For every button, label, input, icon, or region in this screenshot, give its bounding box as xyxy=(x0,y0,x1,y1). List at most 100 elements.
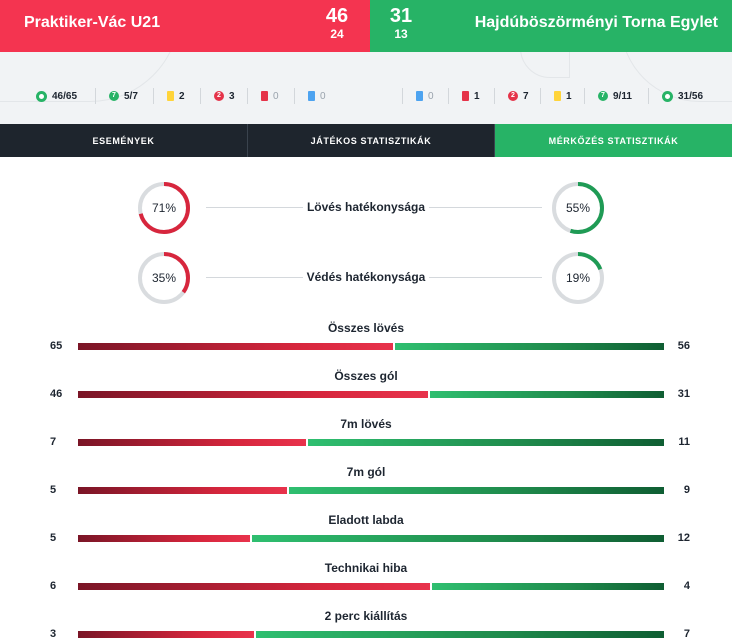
stat-bar xyxy=(78,535,664,542)
stat-title: 7m lövés xyxy=(340,417,392,431)
red-card-icon xyxy=(261,91,268,101)
efficiency-row: Lövés hatékonysága 71% 55% xyxy=(0,180,732,236)
summary-value: 5/7 xyxy=(124,90,138,102)
summary-divider xyxy=(200,88,201,104)
stat-title: 7m gól xyxy=(346,465,386,479)
stat-bar-away-segment xyxy=(308,439,664,446)
stat-row: 2 perc kiállítás 3 7 xyxy=(0,609,732,640)
home-team-name[interactable]: Praktiker-Vác U21 xyxy=(24,14,161,31)
stat-title: Technikai hiba xyxy=(324,561,408,575)
stat-row: 7m gól 5 9 xyxy=(0,465,732,505)
ring-percent-label: 71% xyxy=(151,201,177,215)
tab-match-stats[interactable]: MÉRKŐZÉS STATISZTIKÁK xyxy=(495,124,732,157)
tab-events[interactable]: ESEMÉNYEK xyxy=(0,124,248,157)
stat-title: Összes lövés xyxy=(327,321,405,335)
stat-row: Összes gól 46 31 xyxy=(0,369,732,409)
stat-title: 2 perc kiállítás xyxy=(324,609,408,623)
summary-value: 1 xyxy=(474,90,480,102)
stat-bar-away-segment xyxy=(256,631,664,638)
stat-bar-home-segment xyxy=(78,391,428,398)
home-summary-penalty: 7 5/7 xyxy=(109,89,138,103)
stat-bar-home-segment xyxy=(78,343,393,350)
away-summary-red-card: 1 xyxy=(462,89,480,103)
efficiency-row: Védés hatékonysága 35% 19% xyxy=(0,250,732,306)
ring-progress-arc xyxy=(138,182,190,234)
summary-value: 7 xyxy=(523,90,529,102)
summary-value: 31/56 xyxy=(678,90,704,102)
home-score: 46 24 xyxy=(320,5,354,41)
ring-percent-label: 35% xyxy=(151,271,177,285)
summary-divider xyxy=(95,88,96,104)
away-score: 31 13 xyxy=(384,5,418,41)
summary-divider xyxy=(247,88,248,104)
ring-progress-arc xyxy=(138,252,190,304)
summary-value: 0 xyxy=(320,90,326,102)
goal-ball-icon xyxy=(662,90,673,102)
stat-bar xyxy=(78,439,664,446)
suspension-icon: 2 xyxy=(214,91,224,101)
summary-value: 3 xyxy=(229,90,235,102)
yellow-card-icon xyxy=(554,91,561,101)
stat-bar xyxy=(78,343,664,350)
stat-home-value: 6 xyxy=(50,580,57,592)
stat-title: Eladott labda xyxy=(328,513,404,527)
summary-divider xyxy=(494,88,495,104)
stat-bar xyxy=(78,631,664,638)
away-summary-penalty: 7 9/11 xyxy=(598,89,632,103)
home-summary-red-card: 0 xyxy=(261,89,279,103)
stat-bar-home-segment xyxy=(78,487,287,494)
summary-divider xyxy=(648,88,649,104)
stat-away-value: 56 xyxy=(677,340,690,352)
stat-bar-away-segment xyxy=(395,343,664,350)
stat-bar-away-segment xyxy=(289,487,664,494)
match-summary-bar: 46/65 7 5/7 2 2 3 0 0 0 1 2 7 1 7 9/11 31/56 xyxy=(0,52,732,124)
penalty-icon: 7 xyxy=(598,91,608,101)
home-summary-goal-ball: 46/65 xyxy=(36,89,77,103)
summary-value: 0 xyxy=(273,90,279,102)
stat-bar-home-segment xyxy=(78,631,254,638)
stat-home-value: 7 xyxy=(50,436,57,448)
away-score-halftime: 13 xyxy=(394,27,408,41)
summary-divider xyxy=(402,88,403,104)
away-efficiency-ring: 55% xyxy=(550,180,606,236)
stat-home-value: 65 xyxy=(50,340,63,352)
home-summary-blue-card: 0 xyxy=(308,89,326,103)
stat-row: 7m lövés 7 11 xyxy=(0,417,732,457)
stat-bar-away-segment xyxy=(432,583,664,590)
summary-divider xyxy=(294,88,295,104)
stat-bar-away-segment xyxy=(430,391,664,398)
suspension-icon: 2 xyxy=(508,91,518,101)
away-team-name[interactable]: Hajdúböszörményi Torna Egylet xyxy=(474,14,718,31)
scoreboard-header: Praktiker-Vác U21 46 24 31 13 Hajdúböszö… xyxy=(0,0,732,52)
ring-percent-label: 55% xyxy=(565,201,591,215)
stat-bar-home-segment xyxy=(78,535,250,542)
ring-progress-arc xyxy=(552,252,604,304)
stat-row: Technikai hiba 6 4 xyxy=(0,561,732,601)
summary-value: 9/11 xyxy=(613,90,632,102)
stat-bar-home-segment xyxy=(78,439,306,446)
summary-divider xyxy=(540,88,541,104)
home-score-halftime: 24 xyxy=(330,27,344,41)
home-efficiency-ring: 35% xyxy=(136,250,192,306)
summary-value: 1 xyxy=(566,90,572,102)
tab-player-stats[interactable]: JÁTÉKOS STATISZTIKÁK xyxy=(248,124,495,157)
stat-away-value: 7 xyxy=(683,628,690,640)
home-team-panel: Praktiker-Vác U21 46 24 xyxy=(0,0,370,52)
stat-bar-home-segment xyxy=(78,583,430,590)
blue-card-icon xyxy=(416,91,423,101)
stat-home-value: 5 xyxy=(50,484,57,496)
stat-bar xyxy=(78,391,664,398)
summary-divider xyxy=(584,88,585,104)
home-efficiency-ring: 71% xyxy=(136,180,192,236)
yellow-card-icon xyxy=(167,91,174,101)
stat-row: Eladott labda 5 12 xyxy=(0,513,732,553)
summary-divider xyxy=(153,88,154,104)
stat-away-value: 12 xyxy=(677,532,690,544)
home-summary-yellow-card: 2 xyxy=(167,89,185,103)
goal-ball-icon xyxy=(36,90,47,102)
stat-away-value: 11 xyxy=(678,436,690,448)
blue-card-icon xyxy=(308,91,315,101)
stat-home-value: 46 xyxy=(50,388,63,400)
stat-away-value: 4 xyxy=(683,580,690,592)
